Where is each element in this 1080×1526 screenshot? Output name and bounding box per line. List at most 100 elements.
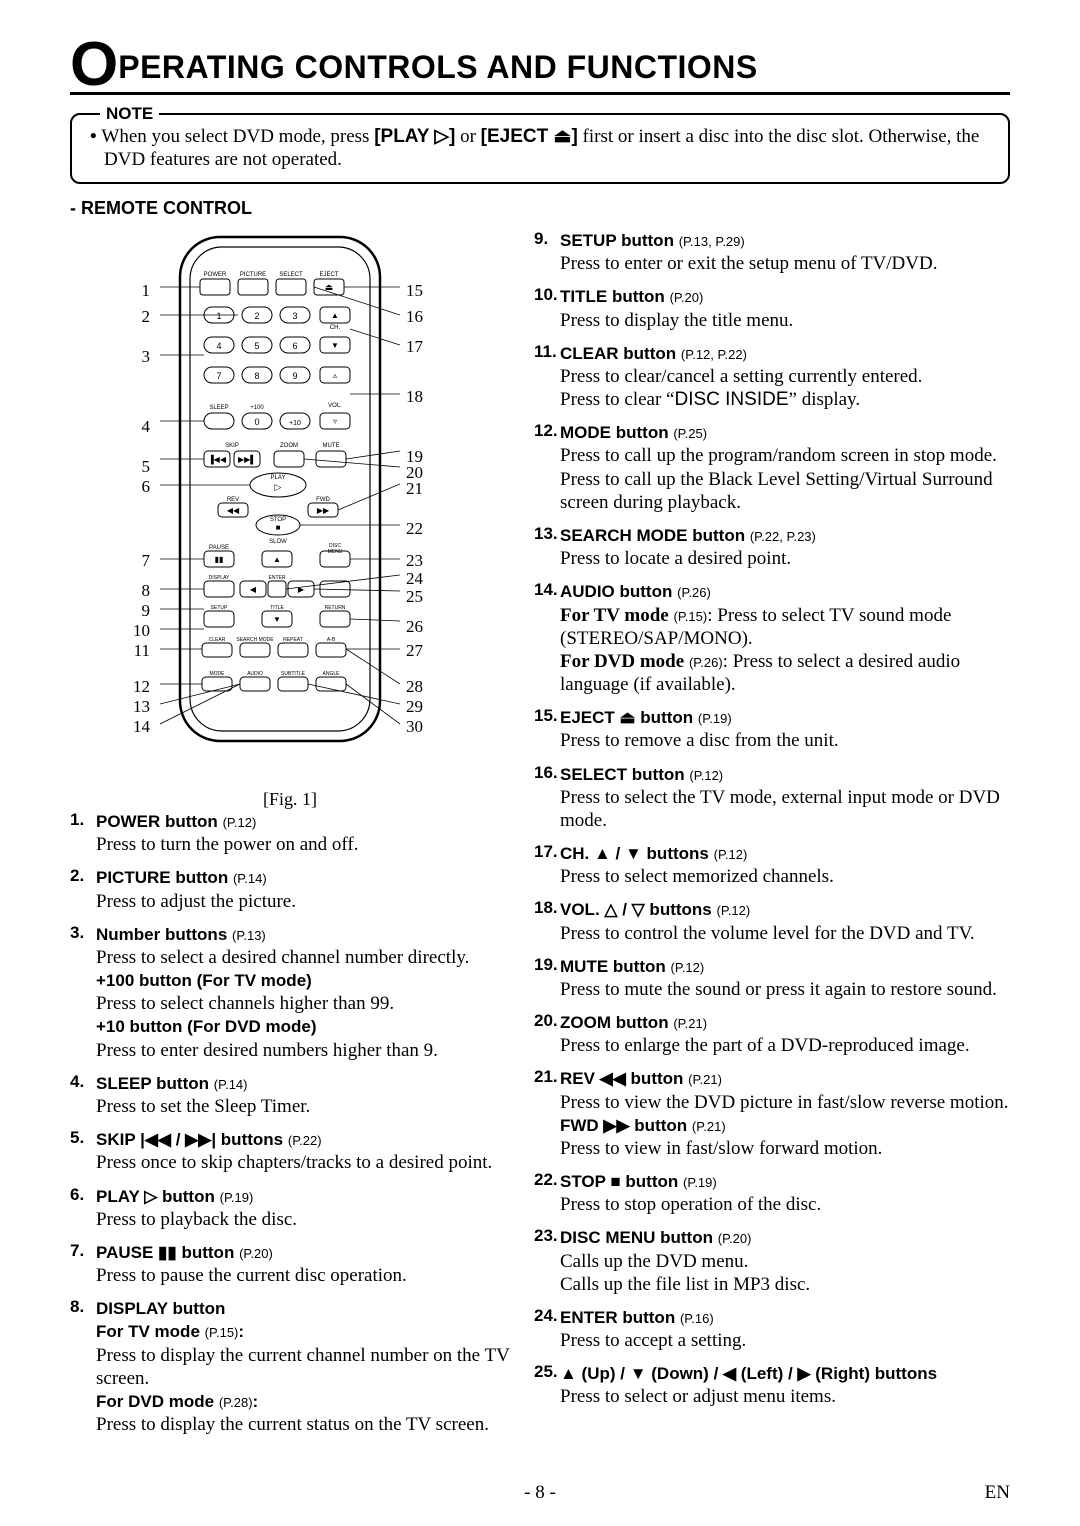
list-item: CLEAR button (P.12, P.22)Press to clear/… [534,342,1010,412]
note-label: NOTE [100,104,159,124]
svg-text:PLAY: PLAY [271,475,286,481]
svg-text:ENTER: ENTER [269,575,286,581]
list-item: SEARCH MODE button (P.22, P.23)Press to … [534,524,1010,570]
callout-left-6: 6 [70,477,150,497]
svg-text:TITLE: TITLE [270,605,284,611]
svg-text:◀: ◀ [250,585,257,594]
svg-text:POWER: POWER [204,272,227,278]
list-item: AUDIO button (P.26)For TV mode (P.15): P… [534,580,1010,696]
list-item: ▲ (Up) / ▼ (Down) / ◀ (Left) / ▶ (Right)… [534,1362,1010,1408]
svg-text:0: 0 [254,417,259,427]
svg-text:4: 4 [216,341,221,351]
list-item: PLAY ▷ button (P.19)Press to playback th… [70,1185,510,1231]
list-item: TITLE button (P.20)Press to display the … [534,285,1010,331]
svg-text:▶▶▌: ▶▶▌ [238,454,256,465]
svg-text:9: 9 [292,371,297,381]
list-item: SETUP button (P.13, P.29)Press to enter … [534,229,1010,275]
list-item: SLEEP button (P.14)Press to set the Slee… [70,1072,510,1118]
list-item: DISC MENU button (P.20)Calls up the DVD … [534,1226,1010,1296]
note-t1: When you select DVD mode, press [101,126,374,147]
svg-text:SEARCH MODE: SEARCH MODE [236,637,274,643]
svg-text:2: 2 [254,311,259,321]
fig-label: [Fig. 1] [70,789,510,810]
list-item: EJECT ⏏ button (P.19)Press to remove a d… [534,706,1010,752]
svg-text:SETUP: SETUP [211,605,228,611]
callout-left-9: 9 [70,601,150,621]
svg-text:SLOW: SLOW [269,539,287,545]
callout-left-10: 10 [70,621,150,641]
svg-text:▼: ▼ [331,341,339,350]
note-play: [PLAY ▷] [374,126,455,147]
svg-text:▐◀◀: ▐◀◀ [208,454,227,465]
svg-text:EJECT: EJECT [319,272,338,278]
svg-text:FWD: FWD [316,497,330,503]
page-title: O PERATING CONTROLS AND FUNCTIONS [70,40,1010,95]
svg-text:▷: ▷ [275,482,282,492]
callout-right-24: 24 [406,569,466,589]
callout-left-8: 8 [70,581,150,601]
callout-left-11: 11 [70,641,150,661]
svg-text:CLEAR: CLEAR [209,637,226,643]
svg-text:1: 1 [216,311,221,321]
svg-text:REV: REV [227,497,239,503]
list-item: PICTURE button (P.14)Press to adjust the… [70,866,510,912]
list-item: STOP ■ button (P.19)Press to stop operat… [534,1170,1010,1216]
svg-text:◀◀: ◀◀ [227,506,240,515]
callout-left-13: 13 [70,697,150,717]
callout-left-3: 3 [70,347,150,367]
svg-text:CH.: CH. [330,325,341,331]
svg-text:ANGLE: ANGLE [323,671,341,677]
svg-text:SELECT: SELECT [279,272,303,278]
svg-text:▶: ▶ [298,585,305,594]
svg-text:SKIP: SKIP [225,443,239,449]
list-item: POWER button (P.12)Press to turn the pow… [70,810,510,856]
svg-text:A-B: A-B [327,637,336,643]
list-item: REV ◀◀ button (P.21)Press to view the DV… [534,1067,1010,1160]
svg-text:7: 7 [216,371,221,381]
callout-right-26: 26 [406,617,466,637]
note-eject: [EJECT ⏏] [481,126,578,147]
callout-left-7: 7 [70,551,150,571]
svg-text:MUTE: MUTE [323,443,340,449]
svg-text:+10: +10 [289,420,301,427]
right-column: SETUP button (P.13, P.29)Press to enter … [534,229,1010,1446]
callout-left-2: 2 [70,307,150,327]
title-big-o: O [70,40,118,90]
svg-text:6: 6 [292,341,297,351]
list-item: ZOOM button (P.21)Press to enlarge the p… [534,1011,1010,1057]
svg-text:PICTURE: PICTURE [240,272,266,278]
left-column: 1234567891011121314151617181920212223242… [70,229,510,1446]
list-item: PAUSE ▮▮ button (P.20)Press to pause the… [70,1241,510,1287]
title-text: PERATING CONTROLS AND FUNCTIONS [118,49,757,90]
callout-right-22: 22 [406,519,466,539]
svg-text:▿: ▿ [333,417,337,426]
callout-left-12: 12 [70,677,150,697]
callout-right-27: 27 [406,641,466,661]
list-item: VOL. △ / ▽ buttons (P.12)Press to contro… [534,898,1010,944]
en-label: EN [985,1482,1010,1504]
callout-right-16: 16 [406,307,466,327]
svg-text:SUBTITLE: SUBTITLE [281,671,306,677]
svg-text:ZOOM: ZOOM [280,443,298,449]
callout-left-1: 1 [70,281,150,301]
svg-text:AUDIO: AUDIO [247,671,263,677]
svg-text:▮▮: ▮▮ [215,555,224,564]
svg-text:+100: +100 [250,405,264,411]
note-box: NOTE • When you select DVD mode, press [… [70,113,1010,185]
svg-text:RETURN: RETURN [325,605,346,611]
list-item: CH. ▲ / ▼ buttons (P.12)Press to select … [534,842,1010,888]
callout-right-30: 30 [406,717,466,737]
callout-right-25: 25 [406,587,466,607]
section-remote: - REMOTE CONTROL [70,198,1010,219]
callout-right-21: 21 [406,479,466,499]
svg-text:5: 5 [254,341,259,351]
svg-text:DISPLAY: DISPLAY [209,575,230,581]
svg-text:VOL.: VOL. [328,403,342,409]
list-item: ENTER button (P.16)Press to accept a set… [534,1306,1010,1352]
right-list: SETUP button (P.13, P.29)Press to enter … [534,229,1010,1409]
list-item: MODE button (P.25)Press to call up the p… [534,421,1010,514]
svg-text:MENU: MENU [328,549,343,555]
callout-left-4: 4 [70,417,150,437]
svg-text:PAUSE: PAUSE [209,545,229,551]
list-item: Number buttons (P.13)Press to select a d… [70,923,510,1062]
